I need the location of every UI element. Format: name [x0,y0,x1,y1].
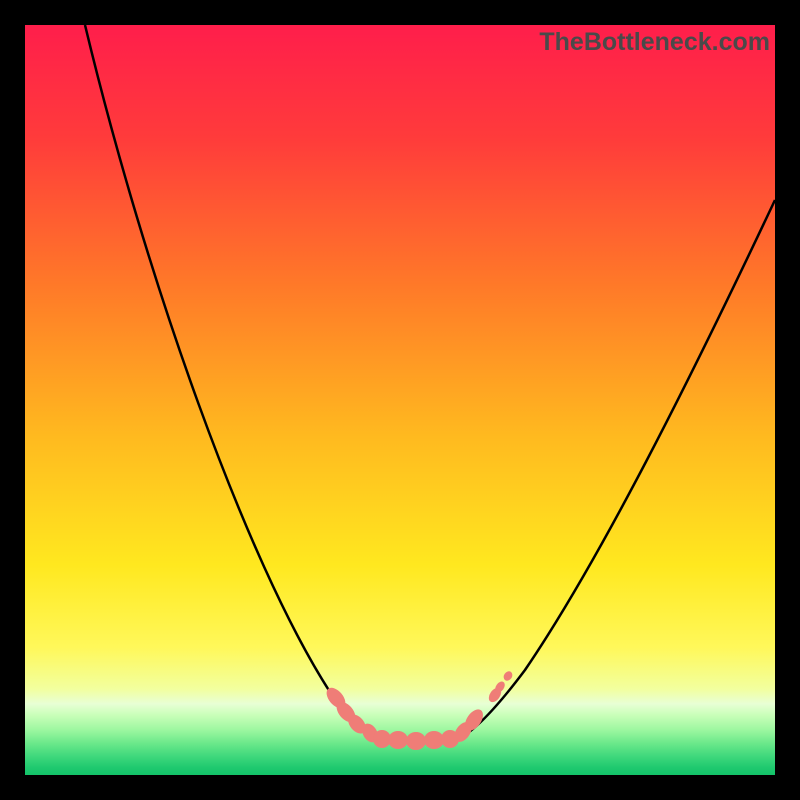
curve-right-branch [460,200,775,738]
curve-marker-blob [406,732,426,750]
watermark-text: TheBottleneck.com [539,28,770,57]
curve-marker-blob [388,731,408,749]
plot-area [25,25,775,775]
chart-frame: TheBottleneck.com [0,0,800,800]
bottleneck-curve [25,25,775,775]
curve-marker-blob [424,731,444,749]
curve-marker-blob [502,670,514,683]
curve-markers [323,670,514,750]
curve-left-branch [85,25,381,738]
